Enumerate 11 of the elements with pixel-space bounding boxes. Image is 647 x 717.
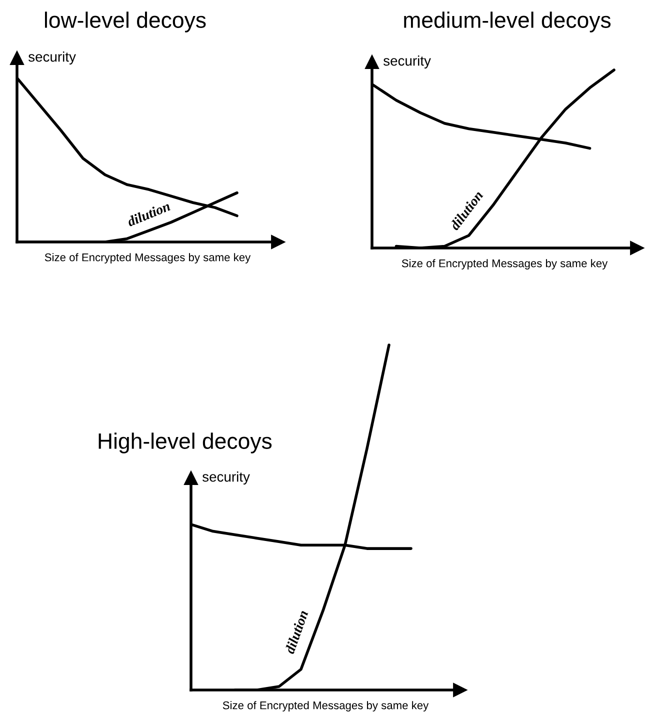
x-axis-title: Size of Encrypted Messages by same key bbox=[222, 701, 429, 712]
y-axis-title: security bbox=[383, 56, 431, 68]
chart-title: medium-level decoys bbox=[404, 12, 611, 32]
text: dilution bbox=[284, 610, 308, 654]
y-axis-title: security bbox=[202, 472, 250, 484]
x-axis-title: Size of Encrypted Messages by same key bbox=[402, 259, 608, 270]
y-axis-title: security bbox=[28, 52, 76, 64]
chart-title: low-level decoys bbox=[44, 12, 206, 32]
text: High-level decoys bbox=[98, 432, 272, 454]
text: dilution bbox=[126, 200, 171, 227]
x-axis-title: Size of Encrypted Messages by same key bbox=[44, 253, 251, 264]
